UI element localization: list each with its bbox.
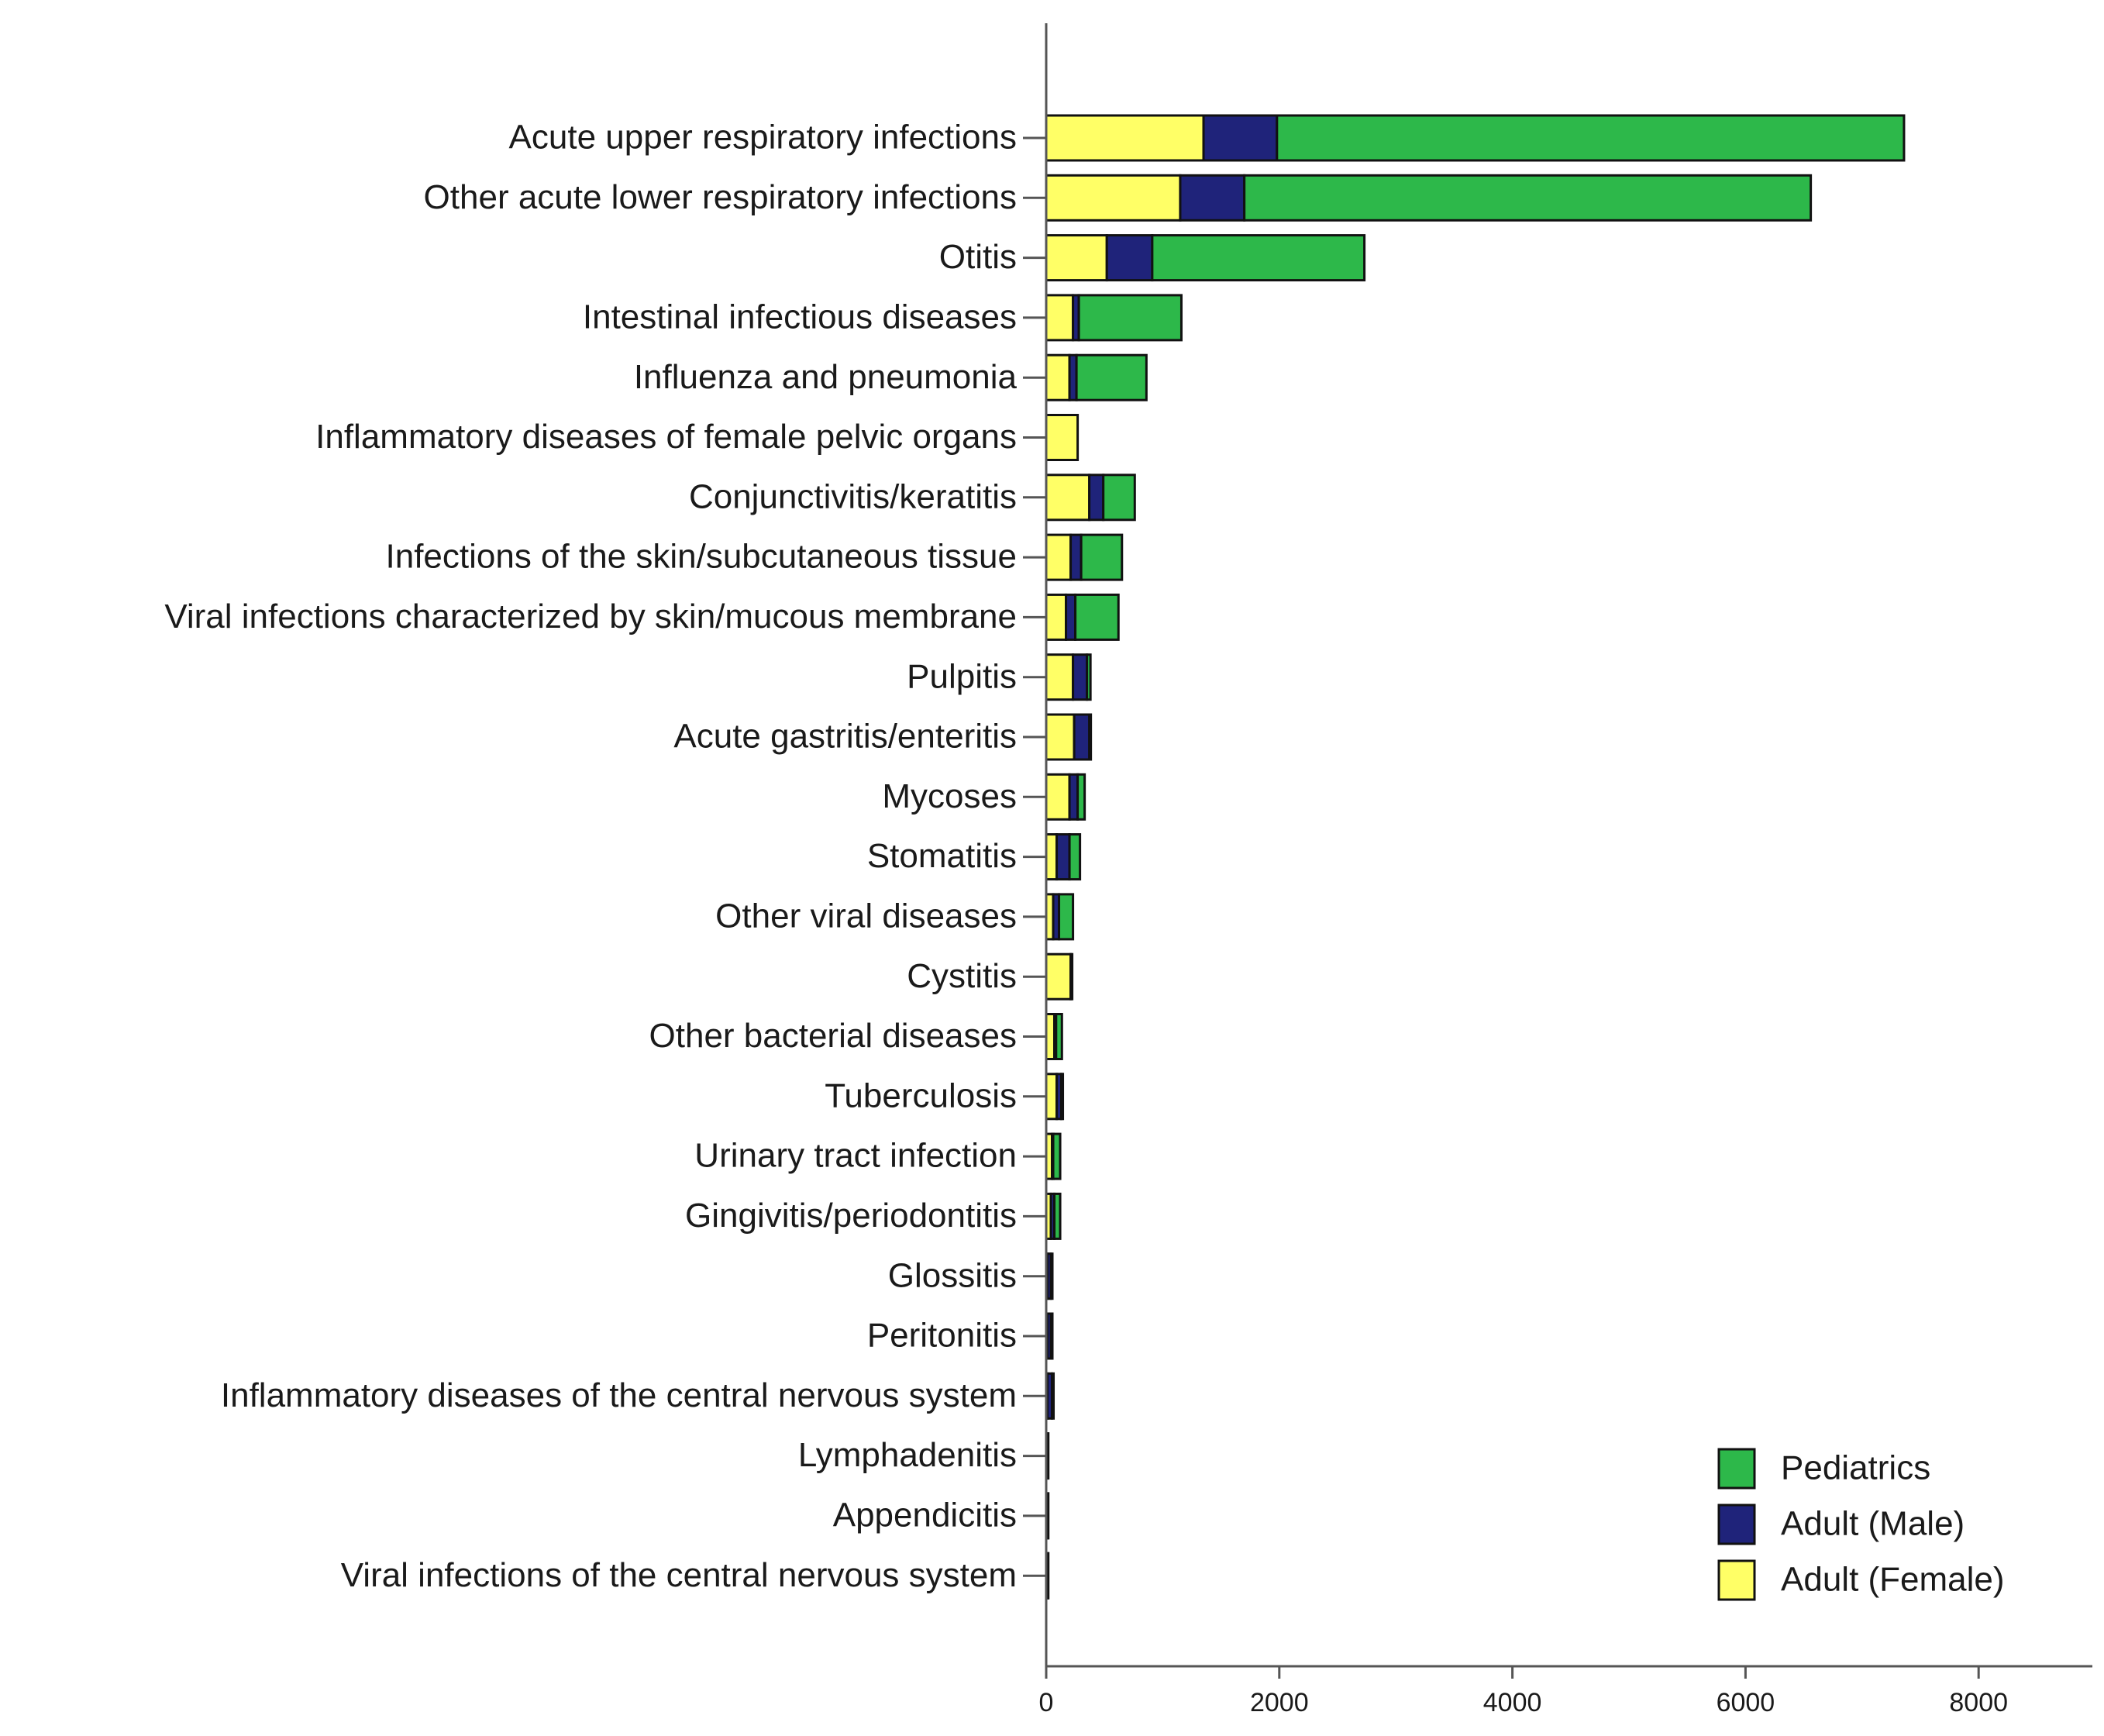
bar-pediatrics-infections-of-the-skin-subcutaneous-tissue (1080, 533, 1124, 581)
bar-adult-male-acute-gastritis-enteritis (1073, 713, 1091, 761)
category-label-tuberculosis: Tuberculosis (825, 1076, 1017, 1114)
bar-adult-female-other-bacterial-diseases (1045, 1013, 1056, 1060)
bar-pediatrics-peritonitis (1049, 1312, 1054, 1360)
category-label-mycoses: Mycoses (882, 777, 1017, 815)
category-label-influenza-and-pneumonia: Influenza and pneumonia (634, 358, 1018, 396)
bar-adult-female-acute-upper-respiratory-infections (1045, 114, 1205, 162)
bar-adult-female-intestinal-infectious-diseases (1045, 294, 1075, 342)
bar-pediatrics-gingivitis-periodontitis (1053, 1192, 1062, 1240)
category-label-other-acute-lower-respiratory-infections: Other acute lower respiratory infections (424, 178, 1017, 216)
category-label-pulpitis: Pulpitis (907, 657, 1017, 695)
category-label-acute-gastritis-enteritis: Acute gastritis/enteritis (673, 718, 1017, 756)
bar-pediatrics-urinary-tract-infection (1052, 1132, 1062, 1180)
category-label-inflammatory-diseases-of-female-pelvic-organs: Inflammatory diseases of female pelvic o… (315, 418, 1017, 456)
bar-adult-female-viral-infections-characterized-by-skin-mucous-membrane (1045, 593, 1068, 641)
bar-pediatrics-other-bacterial-diseases (1055, 1013, 1063, 1060)
category-label-gingivitis-periodontitis: Gingivitis/periodontitis (685, 1197, 1017, 1235)
legend: Pediatrics Adult (Male) Adult (Female) (1717, 1448, 2005, 1601)
bar-adult-female-infections-of-the-skin-subcutaneous-tissue (1045, 533, 1073, 581)
legend-label-pediatrics: Pediatrics (1781, 1449, 1930, 1487)
category-label-peritonitis: Peritonitis (867, 1317, 1017, 1355)
bar-adult-male-conjunctivitis-keratitis (1088, 474, 1105, 522)
bar-pediatrics-acute-upper-respiratory-infections (1276, 114, 1906, 162)
bar-pediatrics-stomatitis (1068, 833, 1082, 881)
bar-pediatrics-acute-gastritis-enteritis (1088, 713, 1093, 761)
bar-adult-female-cystitis (1045, 952, 1073, 1001)
bar-pediatrics-inflammatory-diseases-of-the-central-nervous-system (1051, 1372, 1055, 1420)
bar-adult-female-acute-gastritis-enteritis (1045, 713, 1076, 761)
category-labels: Acute upper respiratory infections Other … (164, 119, 1017, 1594)
bar-adult-female-conjunctivitis-keratitis (1045, 474, 1091, 522)
category-label-glossitis: Glossitis (888, 1256, 1017, 1294)
bar-pediatrics-glossitis (1049, 1252, 1054, 1300)
bar-adult-male-infections-of-the-skin-subcutaneous-tissue (1069, 533, 1083, 581)
bar-pediatrics-otitis (1151, 234, 1366, 282)
legend-swatch-adult-female (1717, 1559, 1756, 1601)
bar-adult-female-influenza-and-pneumonia (1045, 353, 1071, 401)
bar-pediatrics-tuberculosis (1060, 1073, 1065, 1121)
bar-pediatrics-intestinal-infectious-diseases (1077, 294, 1183, 342)
x-tick-label-2000: 2000 (1250, 1688, 1309, 1717)
bar-pediatrics-mycoses (1076, 773, 1086, 821)
x-tick-label-6000: 6000 (1717, 1688, 1775, 1717)
bar-adult-male-otitis (1105, 234, 1154, 282)
x-tick-label-8000: 8000 (1949, 1688, 2008, 1717)
x-tick-label-0: 0 (1039, 1688, 1054, 1717)
bar-adult-male-stomatitis (1055, 833, 1071, 881)
category-label-other-viral-diseases: Other viral diseases (715, 897, 1017, 935)
bar-adult-female-otitis (1045, 234, 1108, 282)
bar-adult-female-tuberculosis (1045, 1073, 1059, 1121)
x-tick-label-4000: 4000 (1483, 1688, 1542, 1717)
category-label-otitis: Otitis (939, 238, 1017, 276)
category-label-conjunctivitis-keratitis: Conjunctivitis/keratitis (689, 477, 1017, 515)
bar-pediatrics-other-viral-diseases (1058, 893, 1075, 941)
bar-pediatrics-pulpitis (1086, 653, 1092, 701)
legend-label-adult-female: Adult (Female) (1781, 1561, 2005, 1599)
bar-pediatrics-conjunctivitis-keratitis (1102, 474, 1136, 522)
bar-adult-female-other-acute-lower-respiratory-infections (1045, 174, 1182, 222)
legend-swatch-pediatrics (1717, 1448, 1756, 1490)
category-label-other-bacterial-diseases: Other bacterial diseases (649, 1017, 1017, 1055)
category-label-inflammatory-diseases-of-the-central-nervous-system: Inflammatory diseases of the central ner… (221, 1376, 1017, 1414)
bar-adult-male-acute-upper-respiratory-infections (1202, 114, 1279, 162)
bar-adult-female-mycoses (1045, 773, 1071, 821)
category-label-viral-infections-characterized-by-skin-mucous-membrane: Viral infections characterized by skin/m… (164, 598, 1017, 636)
category-label-appendicitis: Appendicitis (833, 1497, 1017, 1534)
bar-pediatrics-influenza-and-pneumonia (1075, 353, 1148, 401)
bars-layer (1045, 114, 1906, 1600)
category-label-acute-upper-respiratory-infections: Acute upper respiratory infections (509, 119, 1017, 157)
bar-pediatrics-other-acute-lower-respiratory-infections (1243, 174, 1813, 222)
legend-swatch-adult-male (1717, 1504, 1756, 1545)
bar-adult-male-other-acute-lower-respiratory-infections (1179, 174, 1246, 222)
category-label-lymphadenitis: Lymphadenitis (798, 1436, 1017, 1474)
bar-adult-female-inflammatory-diseases-of-female-pelvic-organs (1045, 414, 1080, 461)
category-label-infections-of-the-skin-subcutaneous-tissue: Infections of the skin/subcutaneous tiss… (386, 538, 1018, 576)
category-label-intestinal-infectious-diseases: Intestinal infectious diseases (583, 298, 1017, 336)
bar-adult-female-stomatitis (1045, 833, 1059, 881)
bar-adult-female-pulpitis (1045, 653, 1075, 701)
bar-adult-male-viral-infections-characterized-by-skin-mucous-membrane (1065, 593, 1077, 641)
category-label-stomatitis: Stomatitis (867, 837, 1017, 875)
category-label-urinary-tract-infection: Urinary tract infection (694, 1137, 1017, 1175)
axes-layer: 0 2000 4000 6000 8000 (1023, 23, 2092, 1717)
category-label-viral-infections-of-the-central-nervous-system: Viral infections of the central nervous … (341, 1556, 1017, 1594)
bar-adult-male-cystitis (1069, 952, 1074, 1001)
bar-adult-male-pulpitis (1072, 653, 1089, 701)
bar-adult-male-mycoses (1068, 773, 1080, 821)
bar-pediatrics-viral-infections-characterized-by-skin-mucous-membrane (1074, 593, 1120, 641)
legend-label-adult-male: Adult (Male) (1781, 1505, 1965, 1543)
category-label-cystitis: Cystitis (907, 957, 1017, 995)
